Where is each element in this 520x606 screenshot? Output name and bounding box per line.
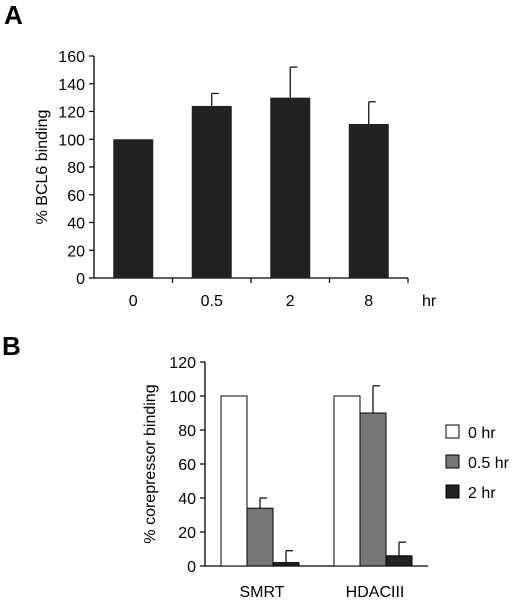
y-tick-label: 80 xyxy=(178,423,196,440)
y-tick-label: 60 xyxy=(67,188,85,205)
chart-b: 0 20 40 60 80 100 120 SMRT HDACIII % corepressor … xyxy=(142,355,510,601)
y-tick-label: 20 xyxy=(67,243,85,260)
bar xyxy=(220,395,248,567)
y-tick-label: 40 xyxy=(67,216,85,233)
bar xyxy=(270,97,311,278)
y-tick-label: 100 xyxy=(169,389,196,406)
bar xyxy=(246,507,274,567)
y-axis-label: % corepressor binding xyxy=(142,384,159,543)
legend-label: 2 hr xyxy=(468,485,496,502)
legend-label: 0 hr xyxy=(468,425,496,442)
legend-swatch xyxy=(445,454,460,469)
panel-b-label: B xyxy=(2,331,21,361)
x-unit-label: hr xyxy=(422,293,437,310)
x-tick-label: 2 xyxy=(286,293,295,310)
y-tick-label: 60 xyxy=(178,457,196,474)
y-tick-label: 100 xyxy=(58,132,85,149)
x-tick-label: 8 xyxy=(364,293,373,310)
y-tick-label: 120 xyxy=(169,355,196,372)
bar xyxy=(191,105,232,278)
x-tick-label: HDACIII xyxy=(346,584,405,601)
chart-a: 0 20 40 60 80 100 120 140 160 0 0.5 2 8 hr % BCL6 bind… xyxy=(34,49,437,310)
legend-swatch xyxy=(445,424,460,439)
y-tick-label: 80 xyxy=(67,160,85,177)
y-tick-label: 20 xyxy=(178,525,196,542)
y-tick-label: 0 xyxy=(76,271,85,288)
bar xyxy=(272,562,300,567)
legend-label: 0.5 hr xyxy=(468,455,510,472)
y-tick-label: 40 xyxy=(178,491,196,508)
y-axis-label: % BCL6 binding xyxy=(34,110,51,225)
bar xyxy=(385,555,413,567)
bar xyxy=(333,395,361,567)
bar xyxy=(113,139,154,278)
bar xyxy=(348,123,389,278)
panel-a-label: A xyxy=(4,0,23,30)
bar xyxy=(359,412,387,567)
y-tick-label: 120 xyxy=(58,105,85,122)
x-tick-label: SMRT xyxy=(239,584,284,601)
x-tick-label: 0 xyxy=(129,293,138,310)
y-tick-label: 140 xyxy=(58,77,85,94)
legend-swatch xyxy=(445,484,460,499)
x-tick-label: 0.5 xyxy=(201,293,223,310)
y-tick-label: 160 xyxy=(58,49,85,66)
y-tick-label: 0 xyxy=(187,559,196,576)
